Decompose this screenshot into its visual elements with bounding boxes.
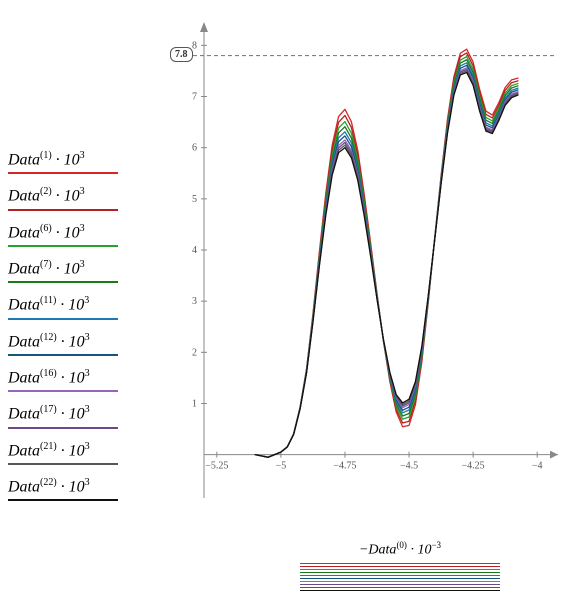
legend-label: Data(6) · 103: [8, 223, 158, 242]
svg-text:4: 4: [192, 245, 197, 256]
legend-label: Data(7) · 103: [8, 259, 158, 278]
legend-label: Data(12) · 103: [8, 332, 158, 351]
legend-swatch: [8, 172, 118, 174]
x-label-swatch: [300, 581, 500, 583]
legend-label: Data(22) · 103: [8, 477, 158, 496]
legend-item: Data(2) · 103: [8, 186, 158, 210]
svg-text:−5.25: −5.25: [205, 461, 228, 472]
legend-swatch: [8, 245, 118, 247]
x-axis-label: −Data(0) · 10−3: [300, 540, 500, 559]
chart-container: Data(1) · 103 Data(2) · 103 Data(6) · 103 D…: [0, 0, 576, 597]
svg-text:5: 5: [192, 194, 197, 205]
svg-text:6: 6: [192, 143, 197, 154]
legend-swatch: [8, 463, 118, 465]
legend-item: Data(21) · 103: [8, 441, 158, 465]
svg-text:7: 7: [192, 92, 197, 103]
legend-item: Data(6) · 103: [8, 223, 158, 247]
legend-swatch: [8, 318, 118, 320]
svg-text:−4.75: −4.75: [333, 461, 356, 472]
x-label-swatch: [300, 563, 500, 565]
x-label-swatch: [300, 575, 500, 577]
x-axis-label-area: −Data(0) · 10−3: [300, 540, 500, 593]
legend-swatch: [8, 281, 118, 283]
x-label-swatch: [300, 566, 500, 568]
reference-badge: 7.8: [170, 47, 193, 62]
svg-text:−4: −4: [532, 461, 543, 472]
legend-item: Data(11) · 103: [8, 295, 158, 319]
svg-text:1: 1: [192, 398, 197, 409]
x-label-swatch: [300, 587, 500, 589]
legend-item: Data(12) · 103: [8, 332, 158, 356]
svg-text:−5: −5: [276, 461, 287, 472]
svg-text:3: 3: [192, 296, 197, 307]
svg-text:8: 8: [192, 40, 197, 51]
legend-label: Data(2) · 103: [8, 186, 158, 205]
legend-swatch: [8, 427, 118, 429]
x-label-swatch: [300, 569, 500, 571]
svg-text:−4.25: −4.25: [462, 461, 485, 472]
legend-label: Data(1) · 103: [8, 150, 158, 169]
x-label-swatch: [300, 578, 500, 580]
legend-swatch: [8, 209, 118, 211]
legend-swatch: [8, 354, 118, 356]
legend-item: Data(22) · 103: [8, 477, 158, 501]
legend-label: Data(11) · 103: [8, 295, 158, 314]
legend-swatch: [8, 499, 118, 501]
x-label-swatch: [300, 572, 500, 574]
svg-text:−4.5: −4.5: [400, 461, 418, 472]
legend-item: Data(1) · 103: [8, 150, 158, 174]
legend-label: Data(16) · 103: [8, 368, 158, 387]
plot-svg: −5.25 −5 −4.75 −4.5 −4.25 −4 1 2 3 4 5 6 7 8: [180, 20, 560, 500]
legend-item: Data(16) · 103: [8, 368, 158, 392]
legend-label: Data(21) · 103: [8, 441, 158, 460]
plot-area: −5.25−5−4.75−4.5−4.25−412345678 7.8: [180, 20, 560, 500]
legend-left: Data(1) · 103 Data(2) · 103 Data(6) · 103 D…: [8, 150, 158, 513]
x-label-swatch: [300, 584, 500, 586]
legend-swatch: [8, 390, 118, 392]
legend-item: Data(7) · 103: [8, 259, 158, 283]
legend-label: Data(17) · 103: [8, 404, 158, 423]
x-label-swatch: [300, 590, 500, 592]
x-axis-series-swatch: [300, 563, 500, 592]
legend-item: Data(17) · 103: [8, 404, 158, 428]
svg-text:2: 2: [192, 347, 197, 358]
